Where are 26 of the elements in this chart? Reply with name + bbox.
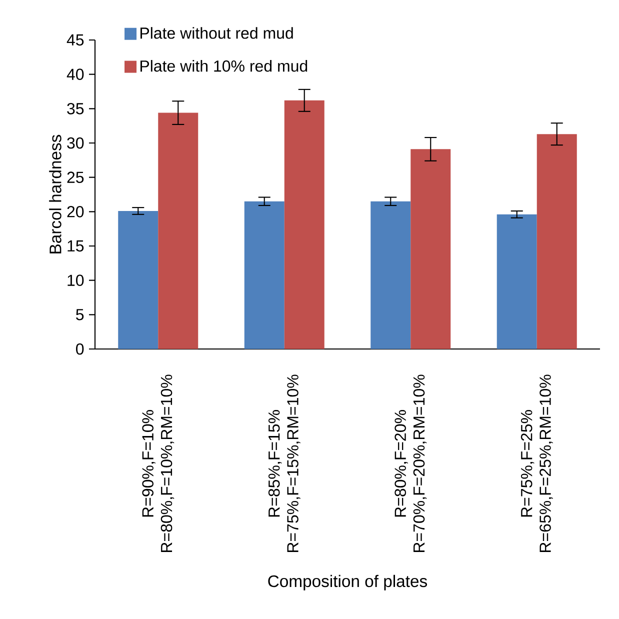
- x-tick-label: R=75%,F=25% R=65%,F=25%,RM=10%: [520, 374, 553, 552]
- y-tick-label: 25: [67, 172, 84, 183]
- y-tick-label: 40: [66, 68, 84, 80]
- bar: [284, 100, 324, 350]
- y-tick-label: 0: [76, 343, 84, 355]
- legend-label: Plate with 10% red mud: [140, 60, 308, 72]
- y-tick-label: 15: [68, 240, 84, 252]
- bar: [496, 214, 537, 350]
- y-tick-label: 35: [67, 103, 84, 114]
- y-tick-label: 10: [68, 274, 84, 286]
- bar: [118, 210, 158, 350]
- x-axis-title: Composition of plates: [268, 574, 427, 590]
- legend-label: Plate without red mud: [140, 27, 293, 39]
- y-tick-label: 5: [76, 309, 84, 320]
- y-tick-label: 45: [66, 34, 84, 46]
- x-tick-label: R=80%,F=20% R=70%,F=20%,RM=10%: [394, 374, 427, 552]
- bar: [158, 112, 198, 350]
- y-tick-label: 30: [67, 137, 84, 149]
- bar: [370, 201, 411, 350]
- y-axis-title: Barcol hardness: [49, 134, 62, 254]
- bar: [410, 149, 451, 350]
- bar: [244, 201, 284, 350]
- bar: [536, 134, 577, 350]
- x-tick-label: R=85%,F=15% R=75%,F=15%,RM=10%: [268, 374, 300, 552]
- x-tick-label: R=90%,F=10% R=80%,F=10%,RM=10%: [142, 374, 174, 552]
- y-tick-label: 20: [67, 206, 84, 218]
